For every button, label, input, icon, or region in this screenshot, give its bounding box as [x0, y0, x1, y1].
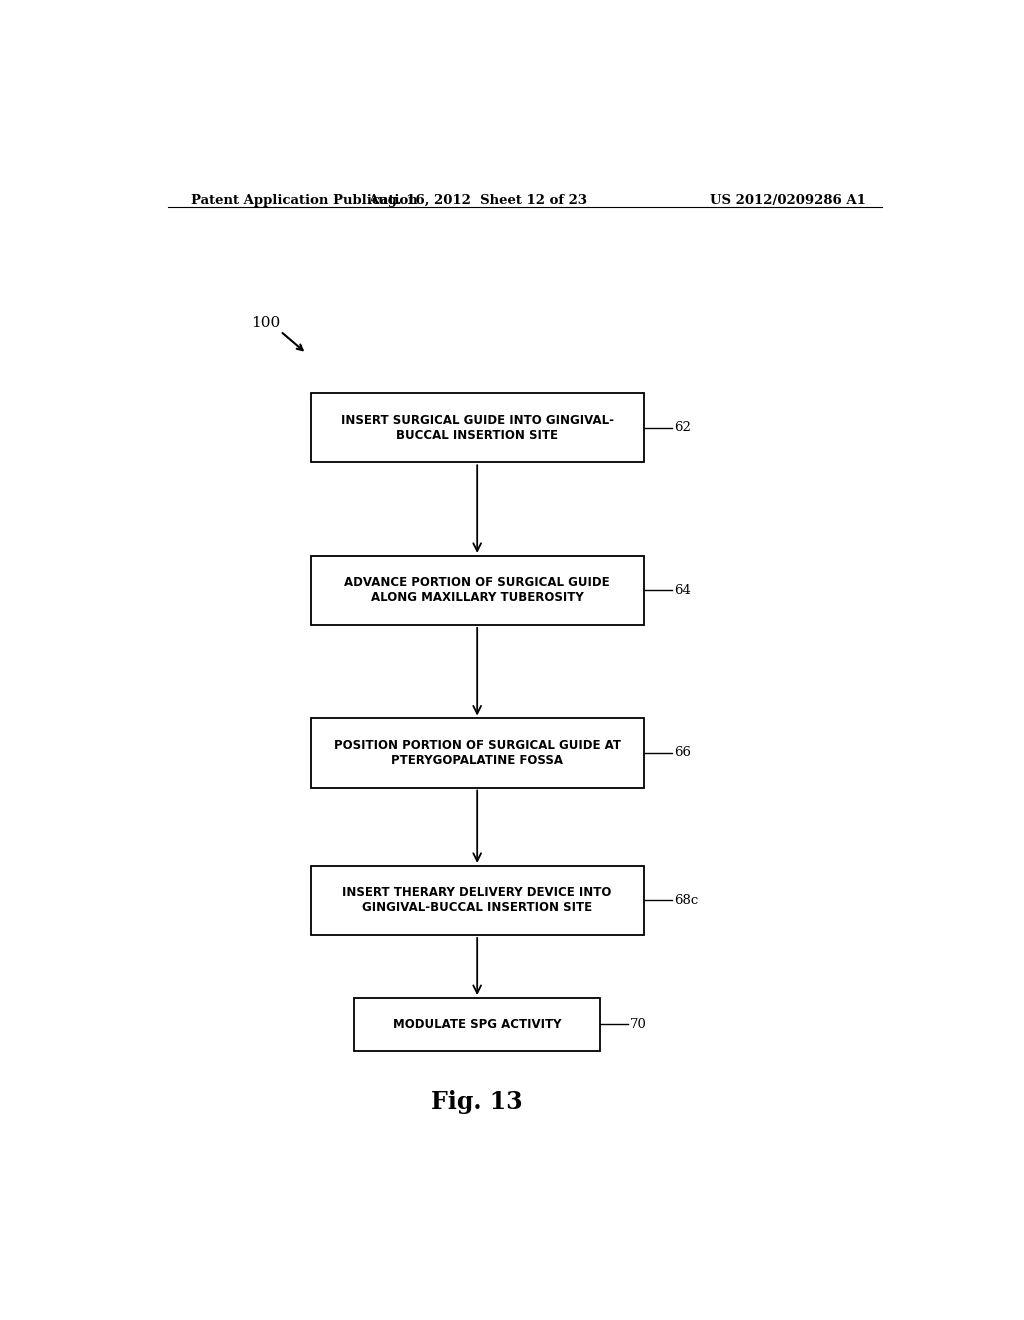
Text: 68c: 68c: [674, 894, 698, 907]
Text: 66: 66: [674, 747, 691, 759]
Bar: [310, 556, 644, 624]
Bar: [310, 866, 644, 935]
Bar: [354, 998, 600, 1051]
Text: Patent Application Publication: Patent Application Publication: [191, 194, 418, 207]
Bar: [310, 718, 644, 788]
Text: Aug. 16, 2012  Sheet 12 of 23: Aug. 16, 2012 Sheet 12 of 23: [368, 194, 587, 207]
Text: 100: 100: [251, 315, 281, 330]
Text: POSITION PORTION OF SURGICAL GUIDE AT
PTERYGOPALATINE FOSSA: POSITION PORTION OF SURGICAL GUIDE AT PT…: [334, 739, 621, 767]
Text: 70: 70: [631, 1018, 647, 1031]
Text: INSERT THERARY DELIVERY DEVICE INTO
GINGIVAL-BUCCAL INSERTION SITE: INSERT THERARY DELIVERY DEVICE INTO GING…: [342, 886, 612, 915]
Text: ADVANCE PORTION OF SURGICAL GUIDE
ALONG MAXILLARY TUBEROSITY: ADVANCE PORTION OF SURGICAL GUIDE ALONG …: [344, 577, 610, 605]
Text: MODULATE SPG ACTIVITY: MODULATE SPG ACTIVITY: [393, 1018, 561, 1031]
Text: Fig. 13: Fig. 13: [431, 1089, 523, 1114]
Text: INSERT SURGICAL GUIDE INTO GINGIVAL-
BUCCAL INSERTION SITE: INSERT SURGICAL GUIDE INTO GINGIVAL- BUC…: [341, 413, 613, 442]
Text: US 2012/0209286 A1: US 2012/0209286 A1: [711, 194, 866, 207]
Bar: [310, 393, 644, 462]
Text: 64: 64: [674, 583, 691, 597]
Text: 62: 62: [674, 421, 691, 434]
